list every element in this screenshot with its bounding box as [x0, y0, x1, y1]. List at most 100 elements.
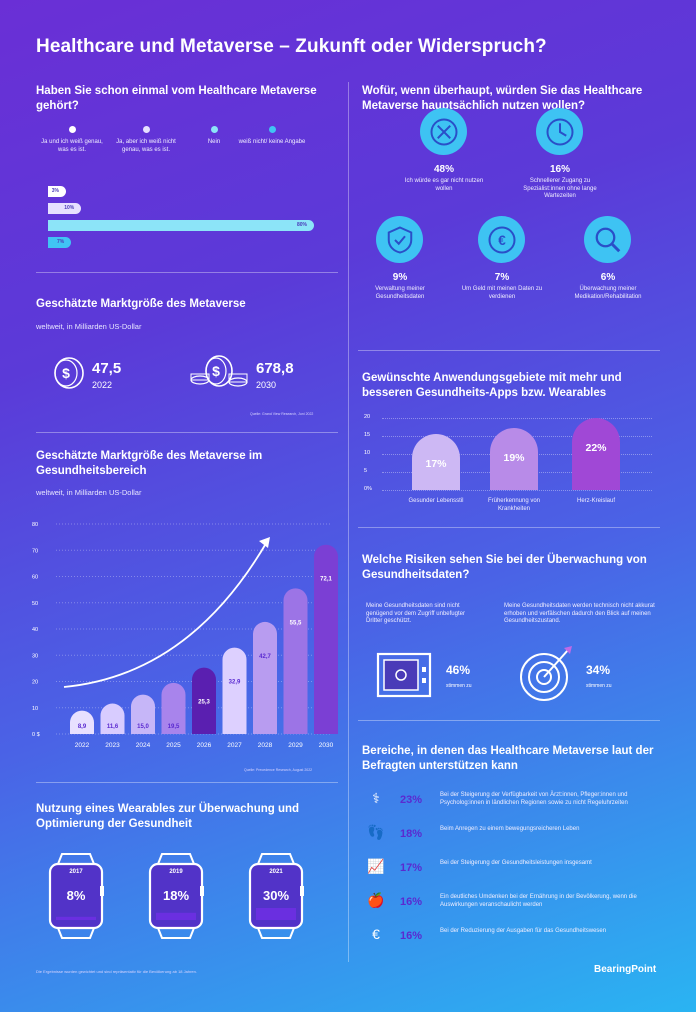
usage-desc: Um Geld mit meinen Daten zu verdienen: [461, 286, 543, 300]
wearable-pct: 8%: [66, 888, 86, 903]
risk-text-2: Meine Gesundheitsdaten werden technisch …: [504, 603, 655, 624]
awareness-bar: 10%: [48, 203, 82, 214]
x-tick-label: 2025: [166, 742, 181, 749]
market-year-2030: 2030: [256, 380, 277, 390]
wearable-title: Nutzung eines Wearables zur Überwachung …: [36, 803, 300, 830]
legend-label: Nein: [207, 139, 221, 145]
risk-pct-2: 34%: [586, 663, 611, 677]
trend-arrow: [63, 539, 269, 688]
money-bag-icon: €: [372, 926, 380, 942]
divider: [358, 720, 660, 721]
usage-pct: 6%: [600, 272, 616, 283]
x-tick-label: 2028: [258, 742, 273, 749]
shield-check-icon: [376, 216, 423, 263]
apps-category-label: Früherkennung von Krankheiten: [487, 498, 541, 512]
svg-text:$: $: [62, 365, 70, 381]
support-pct: 23%: [400, 794, 423, 806]
awareness-title: Haben Sie schon einmal vom Healthcare Me…: [36, 85, 317, 112]
health-market-bar-label: 55,5: [290, 620, 302, 626]
health-market-subtitle: weltweit, in Milliarden US-Dollar: [36, 488, 142, 497]
health-market-bar: [70, 710, 94, 734]
y-tick-label: 40: [32, 627, 38, 633]
health-market-chart: 80 70 60 50 40 30 20 10 0 $ 8,9 2022 11,6 2023 15,0 20…: [32, 522, 338, 749]
x-tick-label: 2024: [136, 742, 151, 749]
svg-text:$: $: [212, 363, 220, 379]
y-tick-label: 50: [32, 601, 38, 607]
footnote: Die Ergebnisse wurden gewichtet und sind…: [36, 969, 197, 974]
market-title: Geschätzte Marktgröße des Metaverse: [36, 298, 246, 310]
usage-title: Wofür, wenn überhaupt, würden Sie das He…: [362, 85, 643, 112]
divider: [36, 432, 338, 433]
dollar-coin-icon: $: [52, 356, 86, 395]
page-title: Healthcare und Metaverse – Zukunft oder …: [36, 36, 547, 57]
health-market-bar-label: 15,0: [137, 724, 149, 730]
risk-text-1: Meine Gesundheitsdaten sind nicht genüge…: [366, 603, 465, 624]
legend-dot: [143, 126, 150, 133]
wearable-year: 2019: [169, 869, 183, 875]
usage-pct: 16%: [549, 164, 570, 175]
apps-bar-label: 19%: [503, 451, 525, 464]
svg-text:€: €: [498, 233, 506, 248]
center-divider: [348, 82, 349, 962]
risk-sub-2: stimmen zu: [586, 683, 612, 689]
health-market-bar: [283, 588, 308, 734]
risk-sub-1: stimmen zu: [446, 683, 472, 689]
market-subtitle: weltweit, in Milliarden US-Dollar: [36, 322, 142, 331]
usage-pct: 9%: [392, 272, 408, 283]
smartwatch-icon: [248, 852, 304, 940]
support-text: Bei der Steigerung der Gesundheitsleistu…: [440, 860, 592, 866]
apps-bar-label: 17%: [425, 458, 447, 471]
y-tick-label: 70: [32, 548, 38, 554]
euro-coin-icon: €: [478, 216, 525, 263]
health-market-bar: [192, 667, 216, 734]
arrow-head-icon: [259, 537, 270, 548]
market-value-2022: 47,5: [92, 360, 122, 377]
apps-category-label: Gesunder Lebensstil: [408, 498, 464, 504]
y-tick-label: 5: [364, 468, 368, 474]
usage-pct: 48%: [433, 164, 454, 175]
wearable-pct: 30%: [262, 888, 290, 903]
wearable-year: 2021: [269, 869, 283, 875]
gridline: [382, 490, 652, 491]
y-tick-label: 10: [364, 450, 371, 456]
awareness-bar: 7%: [48, 237, 72, 248]
awareness-bar-label: 7%: [57, 239, 65, 245]
health-market-bar-label: 42,7: [259, 654, 271, 660]
health-market-title: Geschätzte Marktgröße des Metaverse im G…: [36, 450, 263, 477]
usage-desc: Überwachung meiner Medikation/Rehabilita…: [574, 286, 642, 300]
support-text: Bei der Steigerung der Verfügbarkeit von…: [440, 792, 628, 806]
x-tick-label: 2023: [105, 742, 120, 749]
y-tick-label: 20: [32, 680, 38, 686]
wearable-year: 2017: [69, 869, 83, 875]
y-tick-label: 20: [364, 414, 371, 420]
market-year-2022: 2022: [92, 380, 113, 390]
divider: [358, 350, 660, 351]
health-market-bar: [314, 544, 338, 734]
usage-pct: 7%: [494, 272, 510, 283]
divider: [358, 527, 660, 528]
health-market-bar-label: 8,9: [78, 724, 87, 730]
health-market-bar-label: 32,9: [229, 680, 241, 686]
awareness-bar-label: 80%: [296, 222, 307, 228]
growth-chart-icon: 📈: [367, 858, 385, 874]
risk-pct-1: 46%: [446, 663, 471, 677]
health-market-bar: [253, 621, 277, 734]
apps-title: Gewünschte Anwendungsgebiete mit mehr un…: [362, 372, 622, 399]
apps-category-label: Herz-Kreislauf: [576, 498, 615, 504]
divider: [36, 782, 338, 783]
support-pct: 16%: [400, 930, 423, 942]
y-tick-label: 80: [32, 522, 38, 528]
target-icon: [516, 644, 576, 709]
usage-desc: Verwaltung meiner Gesundheitsdaten: [375, 286, 425, 300]
legend-label: weiß nicht/ keine Angabe: [238, 139, 306, 145]
health-market-bar: [131, 694, 155, 734]
risks-title: Welche Risiken sehen Sie bei der Überwac…: [362, 554, 647, 581]
y-tick-label: 0%: [364, 486, 372, 492]
awareness-bar: 80%: [48, 220, 314, 231]
health-market-bar: [161, 682, 186, 734]
gridline: [382, 418, 652, 419]
health-market-source: Quelle: Precedence Research, August 2022: [244, 768, 313, 772]
apple-icon: 🍎: [367, 892, 385, 908]
awareness-bar-label: 10%: [64, 205, 75, 211]
x-tick-label: 2030: [319, 742, 334, 749]
